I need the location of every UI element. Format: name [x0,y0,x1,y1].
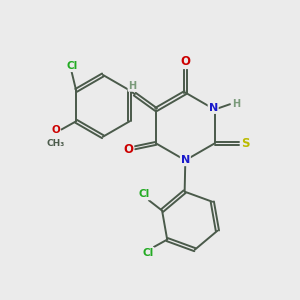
Text: N: N [181,155,190,165]
Text: Cl: Cl [66,61,77,71]
Text: O: O [51,124,60,134]
Text: N: N [208,103,218,113]
Text: O: O [123,143,133,156]
Text: H: H [128,81,136,91]
Text: CH₃: CH₃ [46,139,64,148]
Text: H: H [232,99,241,109]
Text: Cl: Cl [142,248,154,258]
Text: S: S [241,137,250,150]
Text: O: O [180,55,190,68]
Text: Cl: Cl [139,189,150,200]
